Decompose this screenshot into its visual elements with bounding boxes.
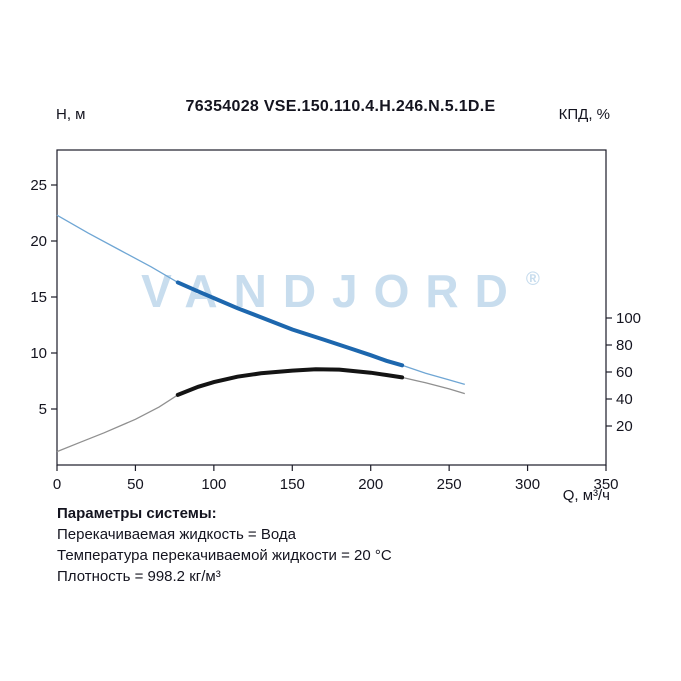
pump-curve-chart: 0 50 100 150 200 250 300 350 5 10 15 20 25 20 40 60 80… [30,149,641,493]
param-line-density: Плотность = 998.2 кг/м³ [57,568,221,585]
param-line-temperature: Температура перекачиваемой жидкости = 20… [57,547,392,564]
plot-frame [56,149,607,466]
y-left-ticks: 5 10 15 20 25 [30,177,57,418]
svg-text:100: 100 [616,310,641,327]
svg-text:15: 15 [30,289,47,306]
svg-text:0: 0 [53,476,61,493]
svg-text:200: 200 [358,476,383,493]
system-parameters: Параметры системы: Перекачиваемая жидкос… [57,503,392,587]
svg-text:10: 10 [30,345,47,362]
head-curve-thin [56,214,465,386]
efficiency-curve-thin [56,368,465,453]
svg-text:300: 300 [515,476,540,493]
svg-text:25: 25 [30,177,47,194]
parameters-heading: Параметры системы: [57,505,217,522]
efficiency-curve-thick [175,367,405,397]
y-left-axis-title: Н, м [56,106,86,123]
svg-text:350: 350 [593,476,618,493]
x-axis-title: Q, м³/ч [562,487,610,504]
y-right-axis-title: КПД, % [558,106,610,123]
svg-text:20: 20 [30,233,47,250]
svg-text:80: 80 [616,337,633,354]
svg-text:60: 60 [616,364,633,381]
registered-trademark-icon: ® [525,269,540,290]
y-right-ticks: 20 40 60 80 100 [606,310,641,435]
svg-text:40: 40 [616,391,633,408]
svg-text:20: 20 [616,418,633,435]
svg-text:250: 250 [437,476,462,493]
svg-text:150: 150 [280,476,305,493]
param-line-liquid: Перекачиваемая жидкость = Вода [57,526,296,543]
page-title: 76354028 VSE.150.110.4.H.246.N.5.1D.E [185,98,496,115]
svg-text:100: 100 [201,476,226,493]
svg-text:5: 5 [39,401,47,418]
x-axis-ticks: 0 50 100 150 200 250 300 350 [53,465,619,493]
head-curve-thick [175,280,405,368]
svg-text:50: 50 [127,476,144,493]
